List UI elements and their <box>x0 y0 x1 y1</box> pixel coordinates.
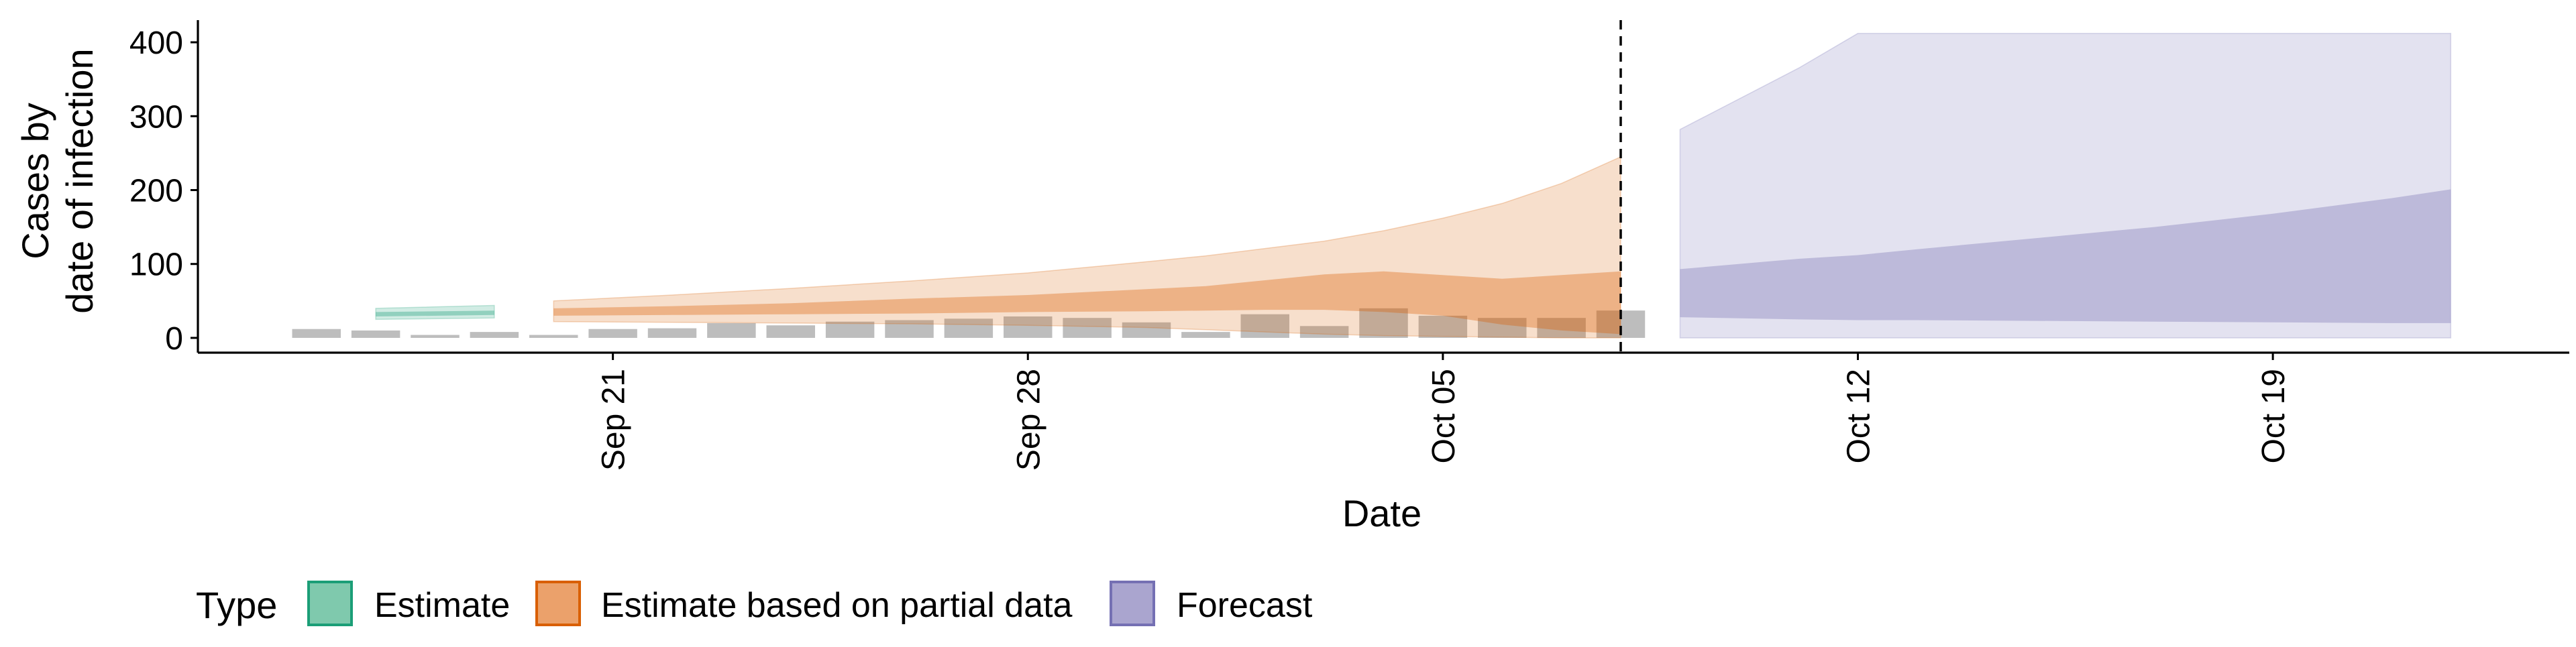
reported-case-bar <box>1537 318 1586 338</box>
reported-case-bar <box>1359 308 1408 338</box>
x-axis-title: Date <box>1342 492 1421 534</box>
series-2-outer-band <box>1679 33 2452 339</box>
reported-case-bar <box>1063 318 1112 338</box>
y-tick-label: 400 <box>129 25 183 61</box>
reported-case-bar <box>944 318 994 338</box>
reported-case-bar <box>766 325 815 338</box>
legend: Type Estimate Estimate based on partial d… <box>196 581 1313 626</box>
legend-label-2: Forecast <box>1177 586 1313 625</box>
reported-case-bar <box>1478 318 1527 338</box>
legend-label-0: Estimate <box>374 586 510 625</box>
y-tick-label: 200 <box>129 174 183 209</box>
y-axis-title-line-1: Cases by <box>14 103 56 259</box>
legend-key-2 <box>1110 581 1155 626</box>
legend-label-1: Estimate based on partial data <box>601 586 1073 625</box>
x-ticks: Sep 21 Sep 28 Oct 05 Oct 12 Oct 19 <box>596 353 2292 471</box>
series-2-inner-band <box>1680 189 2451 323</box>
reported-case-bar <box>1004 316 1053 338</box>
series-0-inner-band <box>376 310 494 316</box>
legend-key-1 <box>535 581 581 626</box>
y-tick-label: 0 <box>165 321 183 357</box>
x-tick-label: Sep 21 <box>596 369 632 471</box>
legend-key-0 <box>307 581 353 626</box>
x-tick-label: Oct 12 <box>1841 369 1877 463</box>
reported-case-bar <box>588 329 637 338</box>
reported-case-bar <box>885 320 934 338</box>
reported-case-bar <box>707 322 756 338</box>
y-ticks: 0 100 200 300 400 <box>129 25 198 357</box>
y-axis-title: Cases by date of infection <box>14 48 101 313</box>
y-axis-title-line-2: date of infection <box>58 48 101 313</box>
reported-case-bar <box>1299 326 1349 338</box>
series-1-inner-band <box>553 271 1621 335</box>
legend-title: Type <box>196 584 277 626</box>
y-tick-label: 100 <box>129 247 183 283</box>
series-1-outer-band <box>553 156 1621 339</box>
reported-case-bar <box>351 330 400 338</box>
reported-case-bar <box>1122 322 1171 338</box>
reported-case-bar <box>411 335 460 338</box>
ribbon-layer <box>375 33 2452 339</box>
reported-case-bar <box>529 335 578 338</box>
axes-layer: 0 100 200 300 400 Sep 21 Sep 28 Oct 05 Oct 12 Oc… <box>129 20 2569 471</box>
reported-case-bar <box>825 321 875 338</box>
reported-case-bar <box>1181 332 1230 338</box>
series-0-outer-band <box>375 304 495 320</box>
reported-case-bar <box>1418 315 1468 338</box>
x-tick-label: Oct 19 <box>2256 369 2292 463</box>
y-tick-label: 300 <box>129 99 183 135</box>
reported-case-bar <box>292 329 341 338</box>
x-tick-label: Oct 05 <box>1426 369 1462 463</box>
reported-cases-layer <box>292 308 1646 338</box>
reported-case-bar <box>1240 314 1289 338</box>
x-tick-label: Sep 28 <box>1011 369 1046 471</box>
reported-case-bar <box>470 332 519 338</box>
reported-case-bar <box>647 328 697 338</box>
